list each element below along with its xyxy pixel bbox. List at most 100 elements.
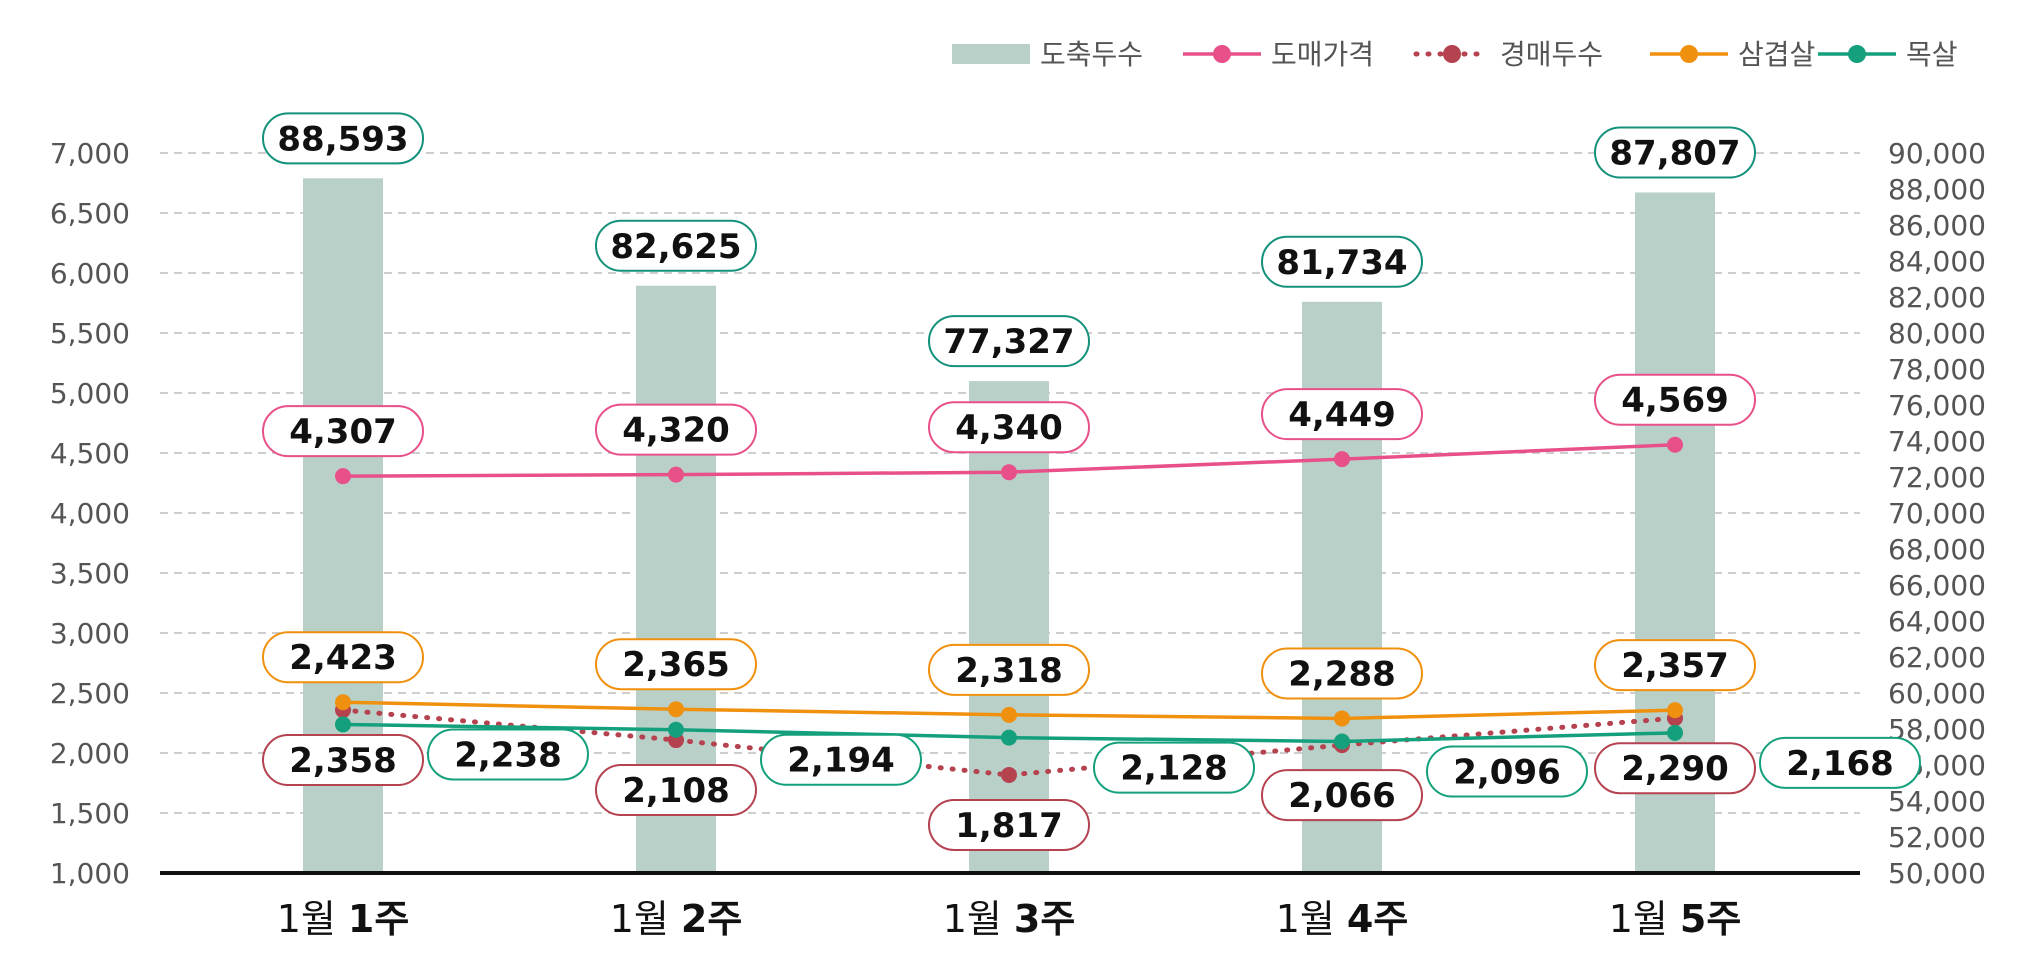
line-value-label-box (928, 643, 1090, 696)
series-3-point-2 (668, 701, 684, 718)
left-tick-label: 3,500 (50, 557, 130, 590)
left-tick-label: 7,000 (50, 137, 130, 170)
right-tick-label: 62,000 (1888, 641, 1986, 674)
right-tick-label: 52,000 (1888, 821, 1986, 854)
line-value-label: 2,318 (955, 651, 1063, 691)
line-value-label-box (1093, 741, 1255, 794)
line-value-label: 4,307 (289, 412, 397, 452)
legend-marker (1680, 45, 1698, 63)
line-value-label: 2,238 (454, 735, 562, 775)
right-tick-label: 72,000 (1888, 461, 1986, 494)
line-series (335, 436, 1683, 783)
legend-swatch (952, 44, 1030, 64)
right-tick-label: 64,000 (1888, 605, 1986, 638)
line-value-label: 4,320 (622, 411, 730, 451)
line-value-label: 1,817 (955, 806, 1063, 846)
series-4-point-3 (1001, 729, 1017, 746)
right-tick-label: 66,000 (1888, 569, 1986, 602)
category-label: 1월 2주 (610, 897, 743, 941)
line-value-label-box (1594, 742, 1756, 795)
right-tick-label: 60,000 (1888, 677, 1986, 710)
series-3-point-3 (1001, 706, 1017, 723)
legend-marker (1443, 45, 1461, 63)
series-4-point-2 (668, 721, 684, 738)
left-tick-label: 3,000 (50, 617, 130, 650)
line-value-label-box (595, 638, 757, 691)
line-value-label-box (262, 405, 424, 458)
right-tick-label: 54,000 (1888, 785, 1986, 818)
right-tick-label: 76,000 (1888, 389, 1986, 422)
category-label: 1월 3주 (943, 897, 1076, 941)
right-tick-label: 68,000 (1888, 533, 1986, 566)
line-value-label-box (760, 733, 922, 786)
bar-value-label: 82,625 (610, 227, 741, 267)
line-value-label: 2,365 (622, 645, 730, 685)
line-value-label-box (928, 798, 1090, 851)
line-value-label-box (1261, 388, 1423, 441)
legend-label: 도매가격 (1271, 38, 1374, 71)
left-tick-label: 4,500 (50, 437, 130, 470)
right-tick-label: 80,000 (1888, 317, 1986, 350)
right-tick-label: 86,000 (1888, 209, 1986, 242)
category-label: 1월 4주 (1276, 897, 1409, 941)
series-1-point-1 (335, 468, 351, 485)
series-3-point-4 (1334, 710, 1350, 727)
line-value-label: 2,423 (289, 638, 397, 678)
right-tick-label: 70,000 (1888, 497, 1986, 530)
left-tick-label: 1,000 (50, 857, 130, 890)
legend-marker (1848, 45, 1866, 63)
left-tick-label: 2,500 (50, 677, 130, 710)
left-tick-label: 2,000 (50, 737, 130, 770)
bar-value-label-box (262, 112, 424, 165)
data-labels: 88,593 82,625 77,327 81,734 87,807 4,307 4,320… (262, 112, 1921, 851)
line-value-label-box (262, 631, 424, 684)
right-tick-label: 74,000 (1888, 425, 1986, 458)
legend-label: 삼겹살 (1738, 38, 1815, 71)
left-tick-label: 6,500 (50, 197, 130, 230)
line-value-label-box (1426, 745, 1588, 798)
right-tick-label: 88,000 (1888, 173, 1986, 206)
series-1-point-4 (1334, 451, 1350, 468)
right-y-axis: 50,00052,00054,00056,00058,00060,00062,0… (1888, 137, 1986, 890)
left-y-axis: 1,000 1,500 2,000 2,500 3,000 3,500 4,000 4,500… (50, 137, 130, 890)
bar-value-label: 81,734 (1276, 243, 1407, 283)
right-tick-label: 82,000 (1888, 281, 1986, 314)
line-value-label: 2,358 (289, 741, 397, 781)
series-1-point-5 (1667, 436, 1683, 453)
bar-value-label: 88,593 (277, 119, 408, 159)
left-tick-label: 5,500 (50, 317, 130, 350)
line-value-label-box (1261, 647, 1423, 700)
x-axis-categories: 1월 1주 1월 2주 1월 3주 1월 4주 1월 5주 (277, 897, 1742, 941)
line-value-label: 2,357 (1621, 646, 1729, 686)
category-label: 1월 5주 (1609, 897, 1742, 941)
series-1-point-2 (668, 466, 684, 483)
legend-label: 경매두수 (1500, 38, 1603, 71)
bar-3 (969, 381, 1049, 873)
line-value-label: 4,449 (1288, 395, 1396, 435)
series-1-point-3 (1001, 464, 1017, 481)
right-tick-label: 50,000 (1888, 857, 1986, 890)
line-value-label-box (1759, 736, 1921, 789)
legend-marker (1213, 45, 1231, 63)
left-tick-label: 5,000 (50, 377, 130, 410)
right-tick-label: 90,000 (1888, 137, 1986, 170)
series-line-2 (340, 707, 1678, 778)
left-tick-label: 4,000 (50, 497, 130, 530)
bar-value-label-box (928, 315, 1090, 368)
category-label: 1월 1주 (277, 897, 410, 941)
legend-label: 목살 (1906, 38, 1958, 71)
series-4-point-1 (335, 716, 351, 733)
line-value-label: 2,290 (1621, 749, 1729, 789)
legend: 도축두수 도매가격 경매두수 삼겹살 목살 (952, 38, 1958, 71)
line-value-label: 2,128 (1120, 749, 1228, 789)
series-3-point-5 (1667, 702, 1683, 719)
bar-value-label-box (1594, 126, 1756, 179)
bar-value-label: 77,327 (943, 322, 1074, 362)
line-value-label-box (928, 401, 1090, 454)
line-value-label: 2,108 (622, 771, 730, 811)
bar-value-label-box (1261, 235, 1423, 288)
line-value-label: 2,194 (787, 741, 895, 781)
line-value-label: 4,569 (1621, 381, 1729, 421)
series-3-point-1 (335, 694, 351, 711)
